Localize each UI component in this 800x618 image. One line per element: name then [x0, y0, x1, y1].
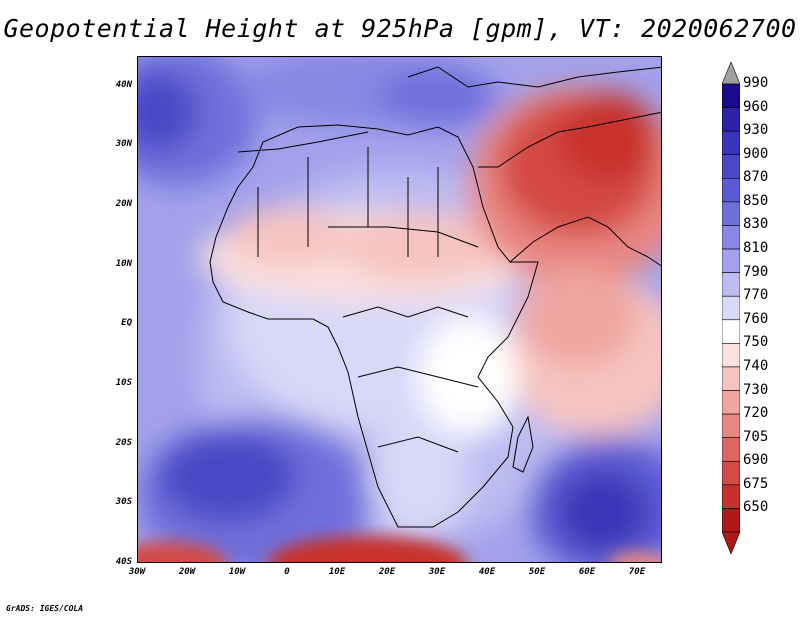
colorbar — [722, 62, 740, 554]
lat-tick-label: 10N — [115, 258, 132, 269]
grads-credit: GrADS: IGES/COLA — [6, 604, 84, 613]
lon-tick-label: 60E — [578, 567, 596, 577]
colorbar-swatch — [722, 154, 740, 179]
colorbar-level-label: 960 — [743, 98, 769, 115]
colorbar-level-label: 690 — [743, 452, 769, 469]
lat-tick-label: 20N — [115, 199, 132, 210]
colorbar-level-label: 870 — [743, 169, 769, 186]
colorbar-swatch — [722, 178, 740, 203]
colorbar-swatch — [722, 366, 740, 391]
lat-tick-label: 20S — [115, 437, 132, 448]
lon-tick-label: 30E — [428, 567, 446, 577]
colorbar-swatch — [722, 83, 740, 108]
colorbar-level-label: 850 — [743, 192, 769, 209]
lon-tick-label: 50E — [528, 567, 546, 577]
lon-tick-label: 10E — [328, 567, 346, 577]
colorbar-level-label: 810 — [743, 240, 769, 257]
colorbar-bottom-arrow — [722, 531, 740, 554]
colorbar-swatch — [722, 107, 740, 132]
colorbar-level-label: 900 — [743, 145, 769, 162]
coastlines — [209, 66, 661, 528]
colorbar-top-arrow — [722, 62, 740, 85]
geopotential-height-field — [138, 57, 661, 562]
colorbar-level-label: 790 — [743, 263, 769, 280]
lon-tick-label: 70E — [628, 567, 646, 577]
colorbar-swatch — [722, 248, 740, 273]
colorbar-level-label: 990 — [743, 75, 769, 91]
colorbar-swatch — [722, 201, 740, 226]
lon-tick-label: 0 — [284, 567, 290, 577]
lat-tick-label: 30S — [115, 497, 132, 508]
colorbar-level-label: 705 — [743, 428, 769, 445]
colorbar-swatch — [722, 225, 740, 250]
lon-tick-label: 40E — [478, 567, 496, 577]
lat-tick-label: 10S — [115, 378, 132, 389]
lat-tick-label: 40N — [115, 79, 132, 90]
colorbar-level-label: 720 — [743, 405, 769, 422]
lon-tick-label: 20W — [178, 567, 196, 577]
colorbar-swatch — [722, 343, 740, 368]
lon-tick-label: 30W — [128, 567, 146, 577]
colorbar-level-label: 650 — [743, 499, 769, 516]
colorbar-swatch — [722, 272, 740, 297]
colorbar-swatch — [722, 413, 740, 438]
map-title: Geopotential Height at 925hPa [gpm], VT:… — [3, 14, 797, 43]
colorbar-swatch — [722, 319, 740, 344]
field-shading-south — [138, 536, 661, 562]
lon-tick-label: 10W — [228, 567, 246, 577]
colorbar-level-label: 740 — [743, 357, 769, 374]
colorbar-swatch — [722, 390, 740, 415]
lat-tick-label: EQ — [121, 318, 132, 329]
colorbar-level-label: 930 — [743, 122, 769, 139]
colorbar-level-label: 830 — [743, 216, 769, 233]
colorbar-level-label: 760 — [743, 310, 769, 327]
lon-tick-label: 20E — [378, 567, 396, 577]
colorbar-swatch — [722, 437, 740, 462]
colorbar-swatch — [722, 460, 740, 486]
colorbar-swatch — [722, 484, 740, 509]
colorbar-swatch — [722, 130, 740, 156]
field-shading — [138, 57, 661, 562]
colorbar-swatch — [722, 295, 740, 321]
colorbar-level-label: 675 — [743, 475, 769, 492]
map-panel — [137, 56, 662, 563]
colorbar-swatch — [722, 508, 740, 533]
colorbar-level-label: 770 — [743, 287, 769, 304]
lat-tick-label: 40S — [115, 557, 132, 567]
lat-tick-label: 30N — [115, 139, 132, 150]
colorbar-level-label: 750 — [743, 334, 769, 351]
colorbar-level-label: 730 — [743, 381, 769, 398]
